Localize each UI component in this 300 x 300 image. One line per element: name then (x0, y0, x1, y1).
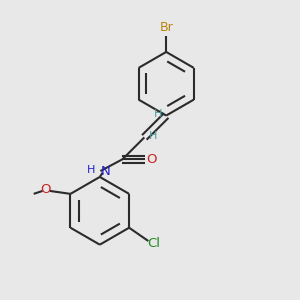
Text: Cl: Cl (147, 237, 160, 250)
Text: N: N (100, 165, 110, 178)
Text: H: H (87, 166, 95, 176)
Text: Br: Br (159, 21, 173, 34)
Text: O: O (146, 153, 156, 166)
Text: O: O (40, 183, 51, 196)
Text: H: H (154, 109, 162, 119)
Text: H: H (148, 131, 157, 141)
